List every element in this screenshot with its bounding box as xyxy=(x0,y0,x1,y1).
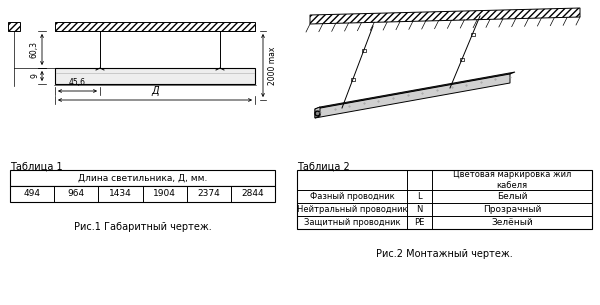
Polygon shape xyxy=(315,74,510,118)
Bar xyxy=(55,22,255,31)
Text: 9: 9 xyxy=(30,74,39,78)
Text: 1904: 1904 xyxy=(153,189,176,199)
Text: Таблица 1: Таблица 1 xyxy=(10,162,62,172)
Polygon shape xyxy=(315,72,515,109)
Text: 45,6: 45,6 xyxy=(69,78,86,87)
Text: 494: 494 xyxy=(23,189,41,199)
Text: Защитный проводник: Защитный проводник xyxy=(304,218,400,227)
Text: 2000 max: 2000 max xyxy=(268,46,277,85)
Text: PE: PE xyxy=(415,218,425,227)
Text: Прозрачный: Прозрачный xyxy=(483,205,541,214)
Polygon shape xyxy=(310,8,580,24)
Bar xyxy=(55,68,255,84)
Text: Длина светильника, Д, мм.: Длина светильника, Д, мм. xyxy=(78,174,207,182)
Bar xyxy=(10,170,275,186)
Text: Фазный проводник: Фазный проводник xyxy=(310,192,394,201)
Text: N: N xyxy=(416,205,422,214)
Text: Таблица 2: Таблица 2 xyxy=(297,162,350,172)
Text: Белый: Белый xyxy=(497,192,527,201)
Polygon shape xyxy=(315,107,320,118)
Text: 2844: 2844 xyxy=(242,189,264,199)
Bar xyxy=(460,58,464,61)
Text: L: L xyxy=(417,192,422,201)
Bar xyxy=(297,170,592,229)
Text: Д: Д xyxy=(151,86,159,96)
Text: 1434: 1434 xyxy=(109,189,132,199)
Bar xyxy=(10,186,275,202)
Bar xyxy=(470,33,475,35)
Text: Цветовая маркировка жил
кабеля: Цветовая маркировка жил кабеля xyxy=(453,170,571,190)
Text: Нейтральный проводник: Нейтральный проводник xyxy=(296,205,407,214)
Text: 2374: 2374 xyxy=(197,189,220,199)
Text: 60,3: 60,3 xyxy=(30,41,39,58)
Bar xyxy=(8,22,20,31)
Text: Зелёный: Зелёный xyxy=(491,218,533,227)
Bar xyxy=(351,78,355,81)
Text: Рис.1 Габаритный чертеж.: Рис.1 Габаритный чертеж. xyxy=(74,222,211,232)
Bar xyxy=(362,49,366,52)
Text: Рис.2 Монтажный чертеж.: Рис.2 Монтажный чертеж. xyxy=(376,249,513,259)
Text: 964: 964 xyxy=(68,189,85,199)
